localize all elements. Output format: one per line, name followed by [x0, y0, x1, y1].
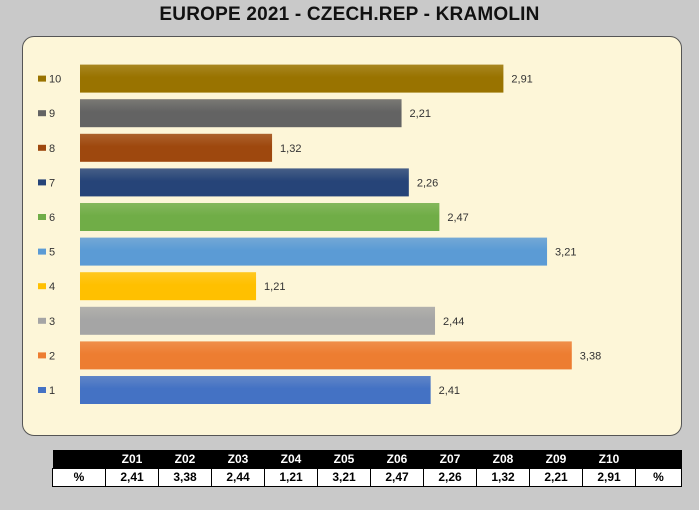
table-value-cell: 2,26 — [423, 467, 477, 487]
legend-swatch-3 — [38, 317, 46, 324]
bar-4 — [80, 272, 257, 301]
legend-label-7: 7 — [49, 177, 55, 189]
legend-label-2: 2 — [49, 350, 55, 362]
table-value-row: % 2,41 3,38 2,44 1,21 3,21 2,47 2,26 1,32 2,21 2,9… — [52, 467, 682, 487]
value-label-7: 2,26 — [417, 177, 438, 189]
value-label-5: 3,21 — [555, 247, 576, 259]
table-value-cell: 2,21 — [529, 467, 583, 487]
table-header-cell: Z09 — [529, 450, 583, 468]
table-value-cell: 2,91 — [582, 467, 636, 487]
value-label-2: 3,38 — [580, 350, 601, 362]
bar-7 — [80, 168, 409, 197]
table-header-cell — [635, 450, 682, 468]
value-label-9: 2,21 — [410, 108, 431, 120]
legend-swatch-5 — [38, 248, 46, 255]
table-value-cell: 3,21 — [317, 467, 371, 487]
legend-swatch-7 — [38, 179, 46, 186]
table-value-cell: % — [635, 467, 682, 487]
legend-swatch-10 — [38, 75, 46, 82]
value-label-1: 2,41 — [439, 385, 460, 397]
table-value-cell: 2,44 — [211, 467, 265, 487]
legend-swatch-6 — [38, 214, 46, 220]
table-value-cell: 2,47 — [370, 467, 424, 487]
table-header-cell: Z10 — [582, 450, 636, 468]
legend-label-4: 4 — [49, 281, 55, 293]
bar-10 — [80, 64, 504, 93]
value-label-3: 2,44 — [443, 316, 464, 328]
table-value-cell: % — [52, 467, 106, 487]
page-title: EUROPE 2021 - CZECH.REP - KRAMOLIN — [159, 4, 540, 25]
legend-label-6: 6 — [49, 212, 55, 224]
legend-label-9: 9 — [49, 108, 55, 120]
legend-label-3: 3 — [49, 316, 55, 328]
table-header-cell — [52, 450, 106, 468]
table-header-cell: Z07 — [423, 450, 477, 468]
data-table: Z01 Z02 Z03 Z04 Z05 Z06 Z07 Z08 Z09 Z10 % 2,41 3,38… — [52, 450, 682, 487]
table-header-cell: Z03 — [211, 450, 265, 468]
value-label-8: 1,32 — [280, 143, 301, 155]
legend-swatch-1 — [38, 387, 46, 393]
bar-chart: 1 2,41 2 3,38 3 2,44 4 1,21 5 3,21 6 2,47 7 2,26 8 1,32… — [38, 64, 601, 404]
legend-swatch-8 — [38, 144, 46, 151]
value-label-4: 1,21 — [264, 281, 285, 293]
table-value-cell: 1,32 — [476, 467, 530, 487]
legend-swatch-4 — [38, 283, 46, 290]
legend-swatch-2 — [38, 352, 46, 359]
bar-2 — [80, 341, 572, 370]
bar-8 — [80, 133, 273, 162]
legend-swatch-9 — [38, 110, 46, 117]
legend-label-10: 10 — [49, 74, 61, 86]
legend-label-5: 5 — [49, 247, 55, 259]
table-value-cell: 3,38 — [158, 467, 212, 487]
table-header-cell: Z01 — [105, 450, 159, 468]
legend-label-8: 8 — [49, 143, 55, 155]
table-header-cell: Z06 — [370, 450, 424, 468]
value-label-6: 2,47 — [447, 212, 468, 224]
legend-label-1: 1 — [49, 385, 55, 397]
table-header-cell: Z08 — [476, 450, 530, 468]
bar-6 — [80, 203, 440, 231]
table-header-row: Z01 Z02 Z03 Z04 Z05 Z06 Z07 Z08 Z09 Z10 — [52, 450, 682, 468]
chart-panel: 1 2,41 2 3,38 3 2,44 4 1,21 5 3,21 6 2,47 7 2,26 8 1,32… — [22, 36, 682, 436]
value-label-10: 2,91 — [511, 74, 532, 86]
table-header-cell: Z02 — [158, 450, 212, 468]
table-value-cell: 1,21 — [264, 467, 318, 487]
bar-1 — [80, 376, 431, 404]
table-header-cell: Z05 — [317, 450, 371, 468]
bar-9 — [80, 99, 402, 128]
bar-3 — [80, 306, 436, 335]
table-value-cell: 2,41 — [105, 467, 159, 487]
bar-5 — [80, 237, 548, 266]
table-header-cell: Z04 — [264, 450, 318, 468]
